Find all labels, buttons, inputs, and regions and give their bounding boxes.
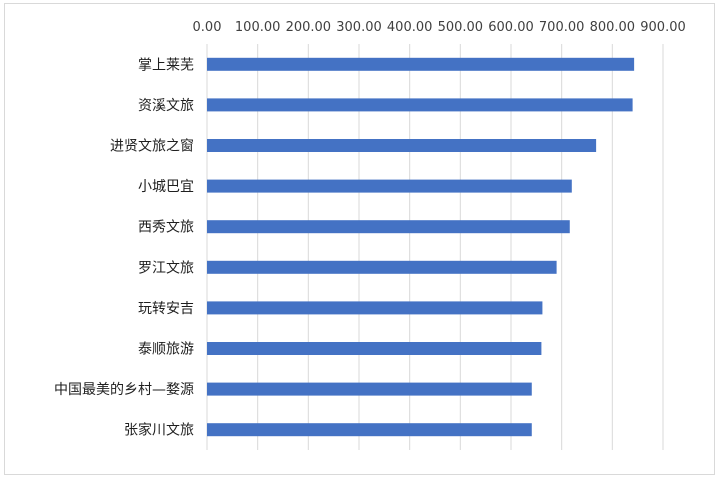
- x-tick-label: 400.00: [387, 20, 433, 35]
- category-label: 西秀文旅: [138, 220, 194, 236]
- category-label: 泰顺旅游: [138, 342, 194, 358]
- bar: [207, 382, 532, 396]
- category-label: 罗江文旅: [138, 260, 194, 276]
- category-label: 玩转安吉: [138, 301, 194, 317]
- category-label: 小城巴宜: [138, 179, 194, 195]
- x-tick-label: 700.00: [539, 20, 585, 35]
- category-label: 中国最美的乡村—婺源: [54, 382, 194, 398]
- bar: [207, 139, 597, 152]
- x-tick-label: 600.00: [488, 20, 534, 35]
- bar: [207, 423, 532, 437]
- bar: [207, 57, 635, 71]
- bar: [207, 301, 543, 315]
- category-label: 张家川文旅: [124, 422, 194, 439]
- bar: [207, 220, 570, 234]
- bar: [207, 179, 572, 193]
- x-tick-label: 800.00: [590, 20, 636, 35]
- bar: [207, 342, 542, 355]
- category-label: 资溪文旅: [138, 98, 194, 114]
- category-label: 掌上莱芜: [138, 56, 194, 73]
- x-tick-label: 200.00: [286, 20, 332, 35]
- x-tick-label: 500.00: [438, 20, 484, 35]
- x-tick-label: 300.00: [336, 20, 382, 35]
- bar: [207, 98, 633, 112]
- x-tick-label: 100.00: [235, 20, 281, 35]
- category-label: 进贤文旅之窗: [110, 138, 194, 155]
- x-tick-label: 900.00: [640, 20, 686, 35]
- bar: [207, 260, 557, 274]
- x-tick-label: 0.00: [193, 20, 222, 35]
